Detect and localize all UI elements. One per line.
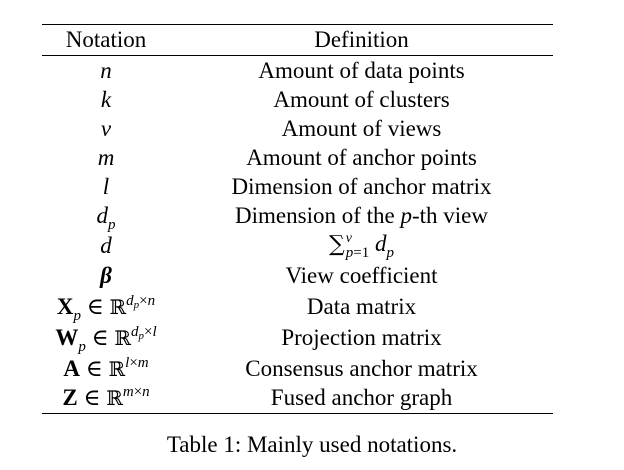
- definition-cell: Dimension of the p-th view: [170, 202, 553, 231]
- table-row: Wp ∈ ℝdp×l Projection matrix: [42, 323, 553, 355]
- notation-z: Z ∈ ℝm×n: [62, 384, 150, 411]
- definition-cell: Amount of data points: [258, 57, 465, 83]
- table-row: v Amount of views: [42, 115, 553, 144]
- table-row: dp Dimension of the p-th view: [42, 202, 553, 233]
- table-row: Xp ∈ ℝdp×n Data matrix: [42, 291, 553, 323]
- table-caption: Table 1: Mainly used notations.: [166, 432, 458, 457]
- table-row: β View coefficient: [42, 262, 553, 291]
- table-row: d ∑ v p=1 dp: [42, 231, 553, 262]
- table-row: Z ∈ ℝm×n Fused anchor graph: [42, 384, 553, 414]
- notation-cell: dp: [42, 202, 170, 233]
- notation-l: l: [102, 174, 110, 199]
- definition-pth-view: Dimension of the p-th view: [235, 203, 488, 228]
- definition-cell: Fused anchor graph: [270, 385, 453, 411]
- notation-cell: l: [42, 173, 170, 202]
- definition-cell: Amount of views: [281, 116, 442, 141]
- notation-cell: β: [42, 262, 170, 291]
- notation-cell: k: [42, 86, 170, 115]
- notation-dp: dp: [96, 203, 116, 233]
- notation-cell: d: [42, 231, 170, 262]
- definition-cell: Amount of clusters: [273, 87, 450, 112]
- notation-v: v: [100, 116, 112, 141]
- notation-table: Notation Definition n Amount of data poi…: [42, 24, 553, 414]
- notation-cell: A ∈ ℝl×m: [42, 354, 170, 384]
- notation-beta: β: [100, 263, 112, 288]
- definition-cell: ∑ v p=1 dp: [170, 231, 553, 262]
- notation-cell: m: [42, 144, 170, 173]
- header-notation: Notation: [65, 27, 147, 52]
- notation-cell: n: [42, 56, 170, 86]
- definition-cell: Amount of anchor points: [246, 145, 477, 170]
- notation-n: n: [100, 57, 112, 83]
- table-row: n Amount of data points: [42, 55, 553, 86]
- definition-sum: ∑ v p=1 dp: [329, 230, 394, 262]
- table-row: A ∈ ℝl×m Consensus anchor matrix: [42, 354, 553, 384]
- table-row: l Dimension of anchor matrix: [42, 173, 553, 202]
- notation-a: A ∈ ℝl×m: [63, 354, 149, 381]
- notation-cell: Wp ∈ ℝdp×l: [42, 323, 170, 355]
- definition-cell: Projection matrix: [281, 325, 442, 350]
- notation-wp: Wp ∈ ℝdp×l: [55, 324, 157, 355]
- header-definition: Definition: [314, 27, 409, 52]
- definition-cell: Consensus anchor matrix: [245, 355, 478, 381]
- notation-k: k: [100, 87, 112, 112]
- notation-cell: Xp ∈ ℝdp×n: [42, 291, 170, 323]
- notation-cell: Z ∈ ℝm×n: [42, 384, 170, 414]
- table-header-row: Notation Definition: [42, 24, 553, 56]
- notation-cell: v: [42, 115, 170, 144]
- notation-d: d: [100, 233, 112, 258]
- notation-xp: Xp ∈ ℝdp×n: [56, 292, 156, 324]
- table-row: m Amount of anchor points: [42, 144, 553, 173]
- definition-cell: View coefficient: [285, 263, 438, 288]
- notation-m: m: [97, 145, 115, 170]
- table-row: k Amount of clusters: [42, 86, 553, 115]
- definition-cell: Data matrix: [306, 293, 417, 319]
- definition-cell: Dimension of anchor matrix: [231, 174, 492, 199]
